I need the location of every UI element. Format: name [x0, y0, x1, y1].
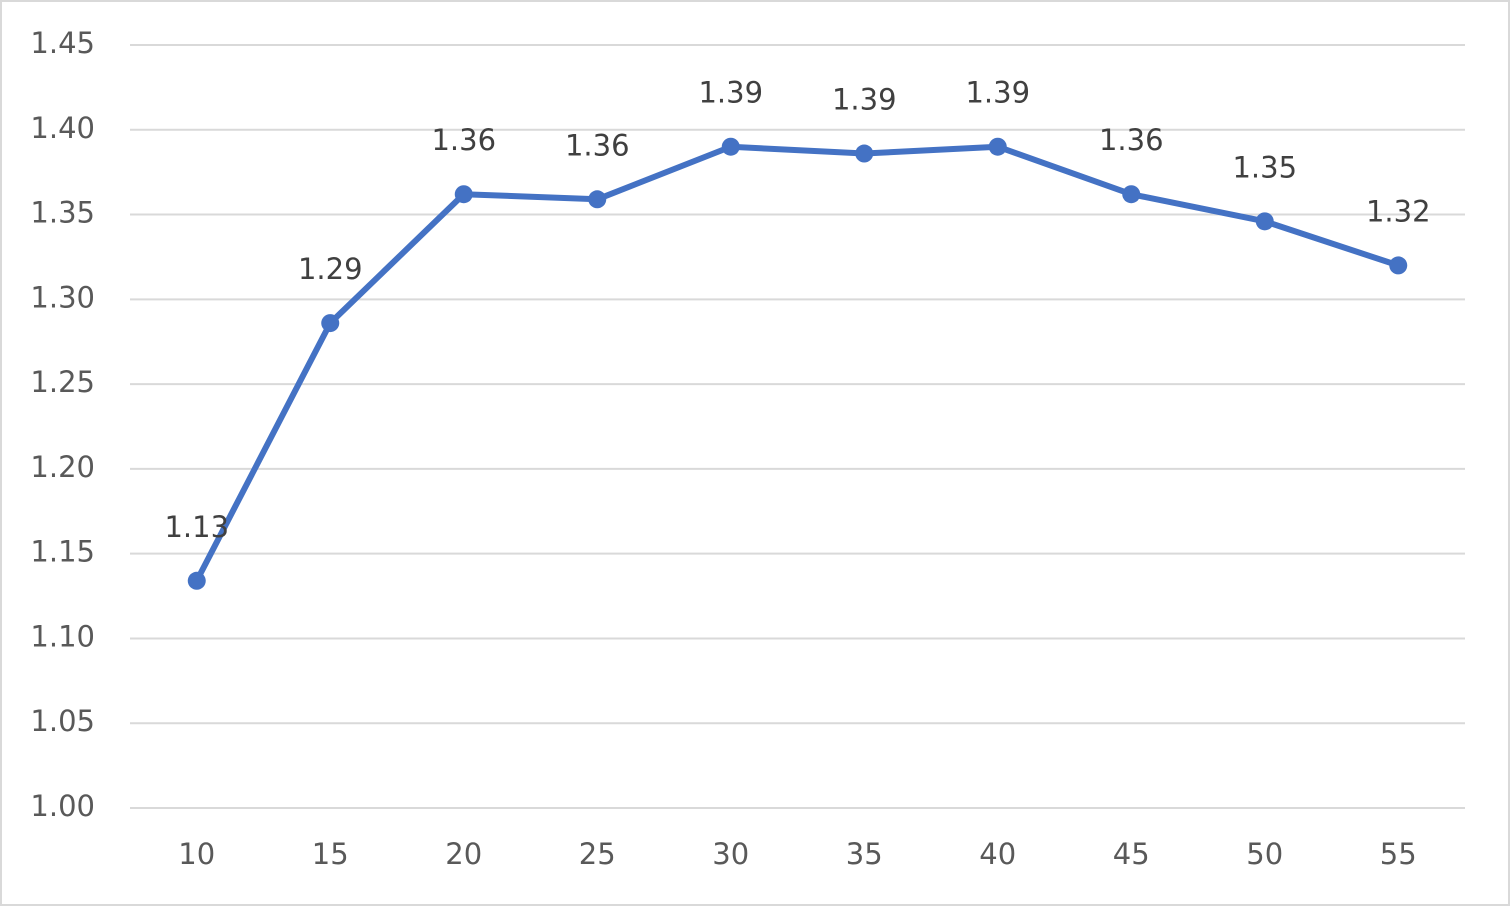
marker — [1122, 185, 1141, 204]
data-label: 1.35 — [1232, 150, 1297, 184]
marker — [321, 314, 340, 333]
y-tick-label: 1.40 — [30, 111, 95, 145]
marker — [855, 144, 874, 163]
x-tick-label: 50 — [1246, 837, 1283, 871]
y-tick-label: 1.25 — [30, 365, 95, 399]
y-tick-label: 1.05 — [30, 704, 95, 738]
x-tick-label: 25 — [579, 837, 616, 871]
data-label: 1.36 — [431, 123, 496, 157]
line — [194, 143, 1400, 583]
marker — [988, 137, 1007, 156]
marker — [454, 185, 473, 204]
data-label: 1.32 — [1366, 194, 1431, 228]
y-tick-label: 1.30 — [30, 280, 95, 314]
y-tick-label: 1.20 — [30, 450, 95, 484]
x-tick-label: 35 — [846, 837, 883, 871]
data-label: 1.39 — [698, 76, 763, 110]
y-tick-label: 1.10 — [30, 619, 95, 653]
y-tick-label: 1.00 — [30, 789, 95, 823]
marker — [1255, 212, 1274, 231]
y-tick-label: 1.15 — [30, 535, 95, 569]
marker — [1389, 256, 1408, 275]
x-tick-label: 55 — [1380, 837, 1417, 871]
data-label: 1.36 — [565, 128, 630, 162]
y-tick-label: 1.45 — [30, 26, 95, 60]
x-tick-label: 20 — [445, 837, 482, 871]
x-tick-label: 45 — [1113, 837, 1150, 871]
y-tick-label: 1.35 — [30, 196, 95, 230]
data-label: 1.36 — [1099, 123, 1164, 157]
marker — [588, 190, 607, 209]
data-label: 1.39 — [832, 83, 897, 117]
data-label: 1.39 — [965, 76, 1030, 110]
data-label: 1.29 — [298, 252, 363, 286]
x-tick-label: 30 — [712, 837, 749, 871]
data-label: 1.13 — [164, 510, 229, 544]
marker — [721, 137, 740, 156]
x-tick-label: 40 — [979, 837, 1016, 871]
marker — [187, 571, 206, 590]
x-tick-label: 15 — [312, 837, 349, 871]
x-tick-label: 10 — [178, 837, 215, 871]
